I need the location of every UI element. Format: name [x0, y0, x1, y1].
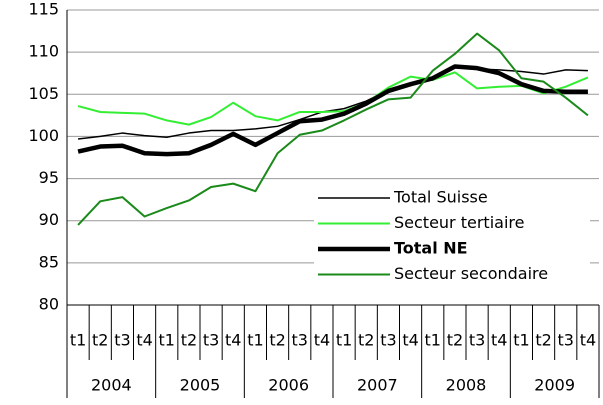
x-tick-label: t3 [292, 331, 308, 350]
x-tick-label: t4 [314, 331, 330, 350]
x-tick-label: t2 [92, 331, 108, 350]
year-label: 2006 [268, 376, 309, 395]
x-tick-label: t1 [159, 331, 175, 350]
x-tick-label: t2 [269, 331, 285, 350]
y-tick-label: 85 [39, 252, 59, 271]
legend-box [314, 185, 590, 289]
x-tick-label: t1 [425, 331, 441, 350]
x-tick-label: t3 [380, 331, 396, 350]
x-tick-label: t2 [358, 331, 374, 350]
x-tick-label: t1 [70, 331, 86, 350]
x-tick-label: t4 [136, 331, 152, 350]
y-tick-label: 95 [39, 168, 59, 187]
x-tick-label: t4 [402, 331, 418, 350]
year-label: 2005 [180, 376, 221, 395]
x-tick-label: t4 [491, 331, 507, 350]
y-tick-label: 90 [39, 210, 59, 229]
x-tick-label: t4 [225, 331, 241, 350]
y-tick-label: 105 [28, 84, 59, 103]
y-tick-label: 110 [28, 42, 59, 61]
y-tick-label: 80 [39, 295, 59, 314]
series-line [77, 32, 589, 226]
series-line [77, 66, 588, 140]
x-tick-label: t3 [469, 331, 485, 350]
x-tick-label: t1 [336, 331, 352, 350]
legend-label: Total NE [394, 239, 468, 258]
x-tick-label: t1 [513, 331, 529, 350]
x-tick-label: t2 [181, 331, 197, 350]
x-tick-label: t4 [580, 331, 596, 350]
year-label: 2004 [91, 376, 132, 395]
x-tick-label: t3 [114, 331, 130, 350]
x-tick-label: t3 [203, 331, 219, 350]
year-label: 2007 [357, 376, 398, 395]
legend-label: Secteur tertiaire [394, 213, 524, 232]
series-line [77, 64, 588, 157]
legend-label: Secteur secondaire [394, 264, 548, 283]
x-tick-label: t2 [447, 331, 463, 350]
x-tick-label: t2 [535, 331, 551, 350]
x-tick-label: t3 [558, 331, 574, 350]
y-tick-label: 100 [28, 126, 59, 145]
year-label: 2009 [534, 376, 575, 395]
year-label: 2008 [446, 376, 487, 395]
legend-label: Total Suisse [393, 188, 488, 207]
y-tick-label: 115 [28, 0, 59, 19]
series-line [77, 71, 589, 126]
x-tick-label: t1 [247, 331, 263, 350]
